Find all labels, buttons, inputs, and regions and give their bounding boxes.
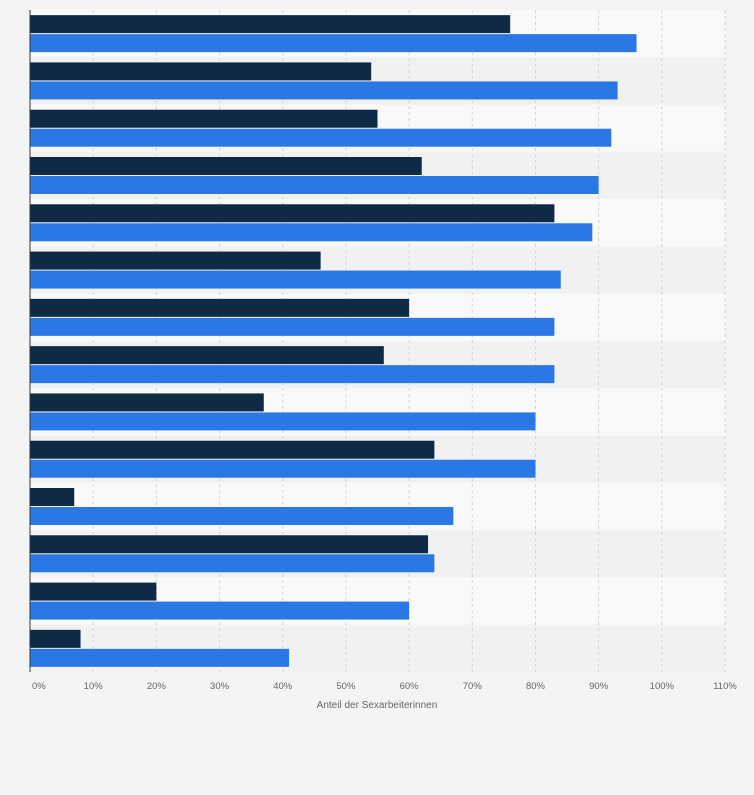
bar bbox=[30, 298, 410, 317]
x-tick-label: 10% bbox=[84, 681, 104, 692]
row-bands bbox=[30, 10, 725, 672]
x-tick-label: 20% bbox=[147, 681, 167, 692]
x-tick-label: 70% bbox=[463, 681, 483, 692]
bars bbox=[30, 15, 637, 667]
bar bbox=[30, 459, 536, 478]
bar bbox=[30, 15, 511, 34]
bar bbox=[30, 440, 435, 459]
bar bbox=[30, 535, 429, 554]
x-tick-label: 80% bbox=[526, 681, 546, 692]
x-tick-labels: 0% 10% 20% 30% 40% 50% 60% 70% 80% 90% 100% 110% bbox=[32, 681, 737, 692]
x-tick-label: 100% bbox=[650, 681, 675, 692]
x-tick-label: 110% bbox=[713, 681, 737, 692]
bar bbox=[30, 176, 599, 194]
bar bbox=[30, 648, 290, 667]
bar bbox=[30, 109, 378, 128]
bar bbox=[30, 601, 410, 620]
bar bbox=[30, 81, 618, 100]
bar bbox=[30, 393, 264, 412]
x-tick-label: 40% bbox=[273, 681, 293, 692]
x-tick-label: 60% bbox=[400, 681, 420, 692]
bar bbox=[30, 62, 372, 81]
bar bbox=[30, 582, 157, 601]
bar bbox=[30, 507, 454, 525]
bar bbox=[30, 204, 555, 223]
bar bbox=[30, 412, 536, 431]
x-tick-label: 0% bbox=[32, 681, 46, 692]
bar bbox=[30, 365, 555, 384]
bar bbox=[30, 554, 435, 573]
bar bbox=[30, 34, 637, 53]
x-tick-label: 50% bbox=[336, 681, 356, 692]
bar bbox=[30, 270, 561, 289]
bar bbox=[30, 346, 384, 365]
x-axis-label: Anteil der Sexarbeiterinnen bbox=[317, 700, 438, 711]
bar bbox=[30, 157, 422, 175]
x-tick-label: 90% bbox=[589, 681, 609, 692]
bar bbox=[30, 317, 555, 336]
bar bbox=[30, 629, 81, 648]
bar bbox=[30, 128, 612, 147]
bar bbox=[30, 223, 593, 242]
x-tick-label: 30% bbox=[210, 681, 230, 692]
bar bbox=[30, 251, 321, 270]
bar bbox=[30, 488, 75, 506]
